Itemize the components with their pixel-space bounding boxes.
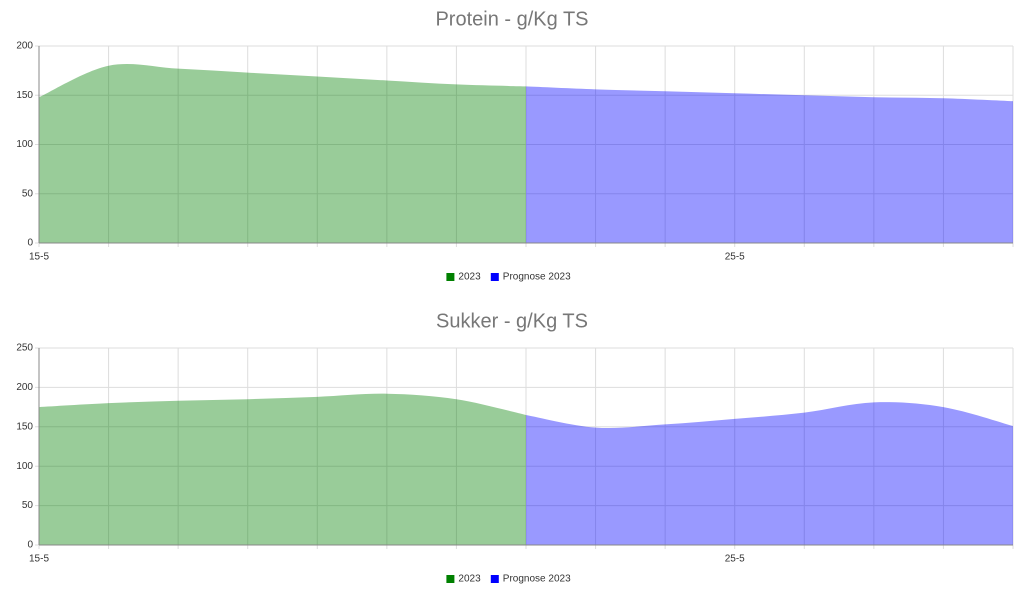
y-tick-label: 0 <box>27 238 33 249</box>
area <box>39 393 526 545</box>
y-tick-label: 100 <box>16 461 33 472</box>
legend-swatch <box>490 575 499 583</box>
legend-label: 2023 <box>458 272 481 283</box>
legend-swatch <box>446 575 455 583</box>
legend-label: 2023 <box>458 574 481 585</box>
x-tick-label: 15-5 <box>29 554 49 565</box>
x-tick-label: 15-5 <box>29 252 49 263</box>
y-tick-label: 100 <box>16 139 33 150</box>
legend-label: Prognose 2023 <box>503 574 571 585</box>
y-tick-label: 50 <box>22 500 34 511</box>
x-tick-label: 25-5 <box>725 252 745 263</box>
chart-title: Sukker - g/Kg TS <box>436 310 588 332</box>
x-tick-label: 25-5 <box>725 554 745 565</box>
y-tick-label: 50 <box>22 188 34 199</box>
y-tick-label: 150 <box>16 90 33 101</box>
legend-label: Prognose 2023 <box>503 272 571 283</box>
area <box>39 63 526 243</box>
chart-title: Protein - g/Kg TS <box>435 8 588 30</box>
y-tick-label: 200 <box>16 41 33 52</box>
area <box>526 86 1013 243</box>
legend-swatch <box>490 273 499 281</box>
y-tick-label: 250 <box>16 343 33 354</box>
y-tick-label: 150 <box>16 421 33 432</box>
y-tick-label: 0 <box>27 540 33 551</box>
y-tick-label: 200 <box>16 382 33 393</box>
legend-swatch <box>446 273 455 281</box>
area <box>526 402 1013 545</box>
